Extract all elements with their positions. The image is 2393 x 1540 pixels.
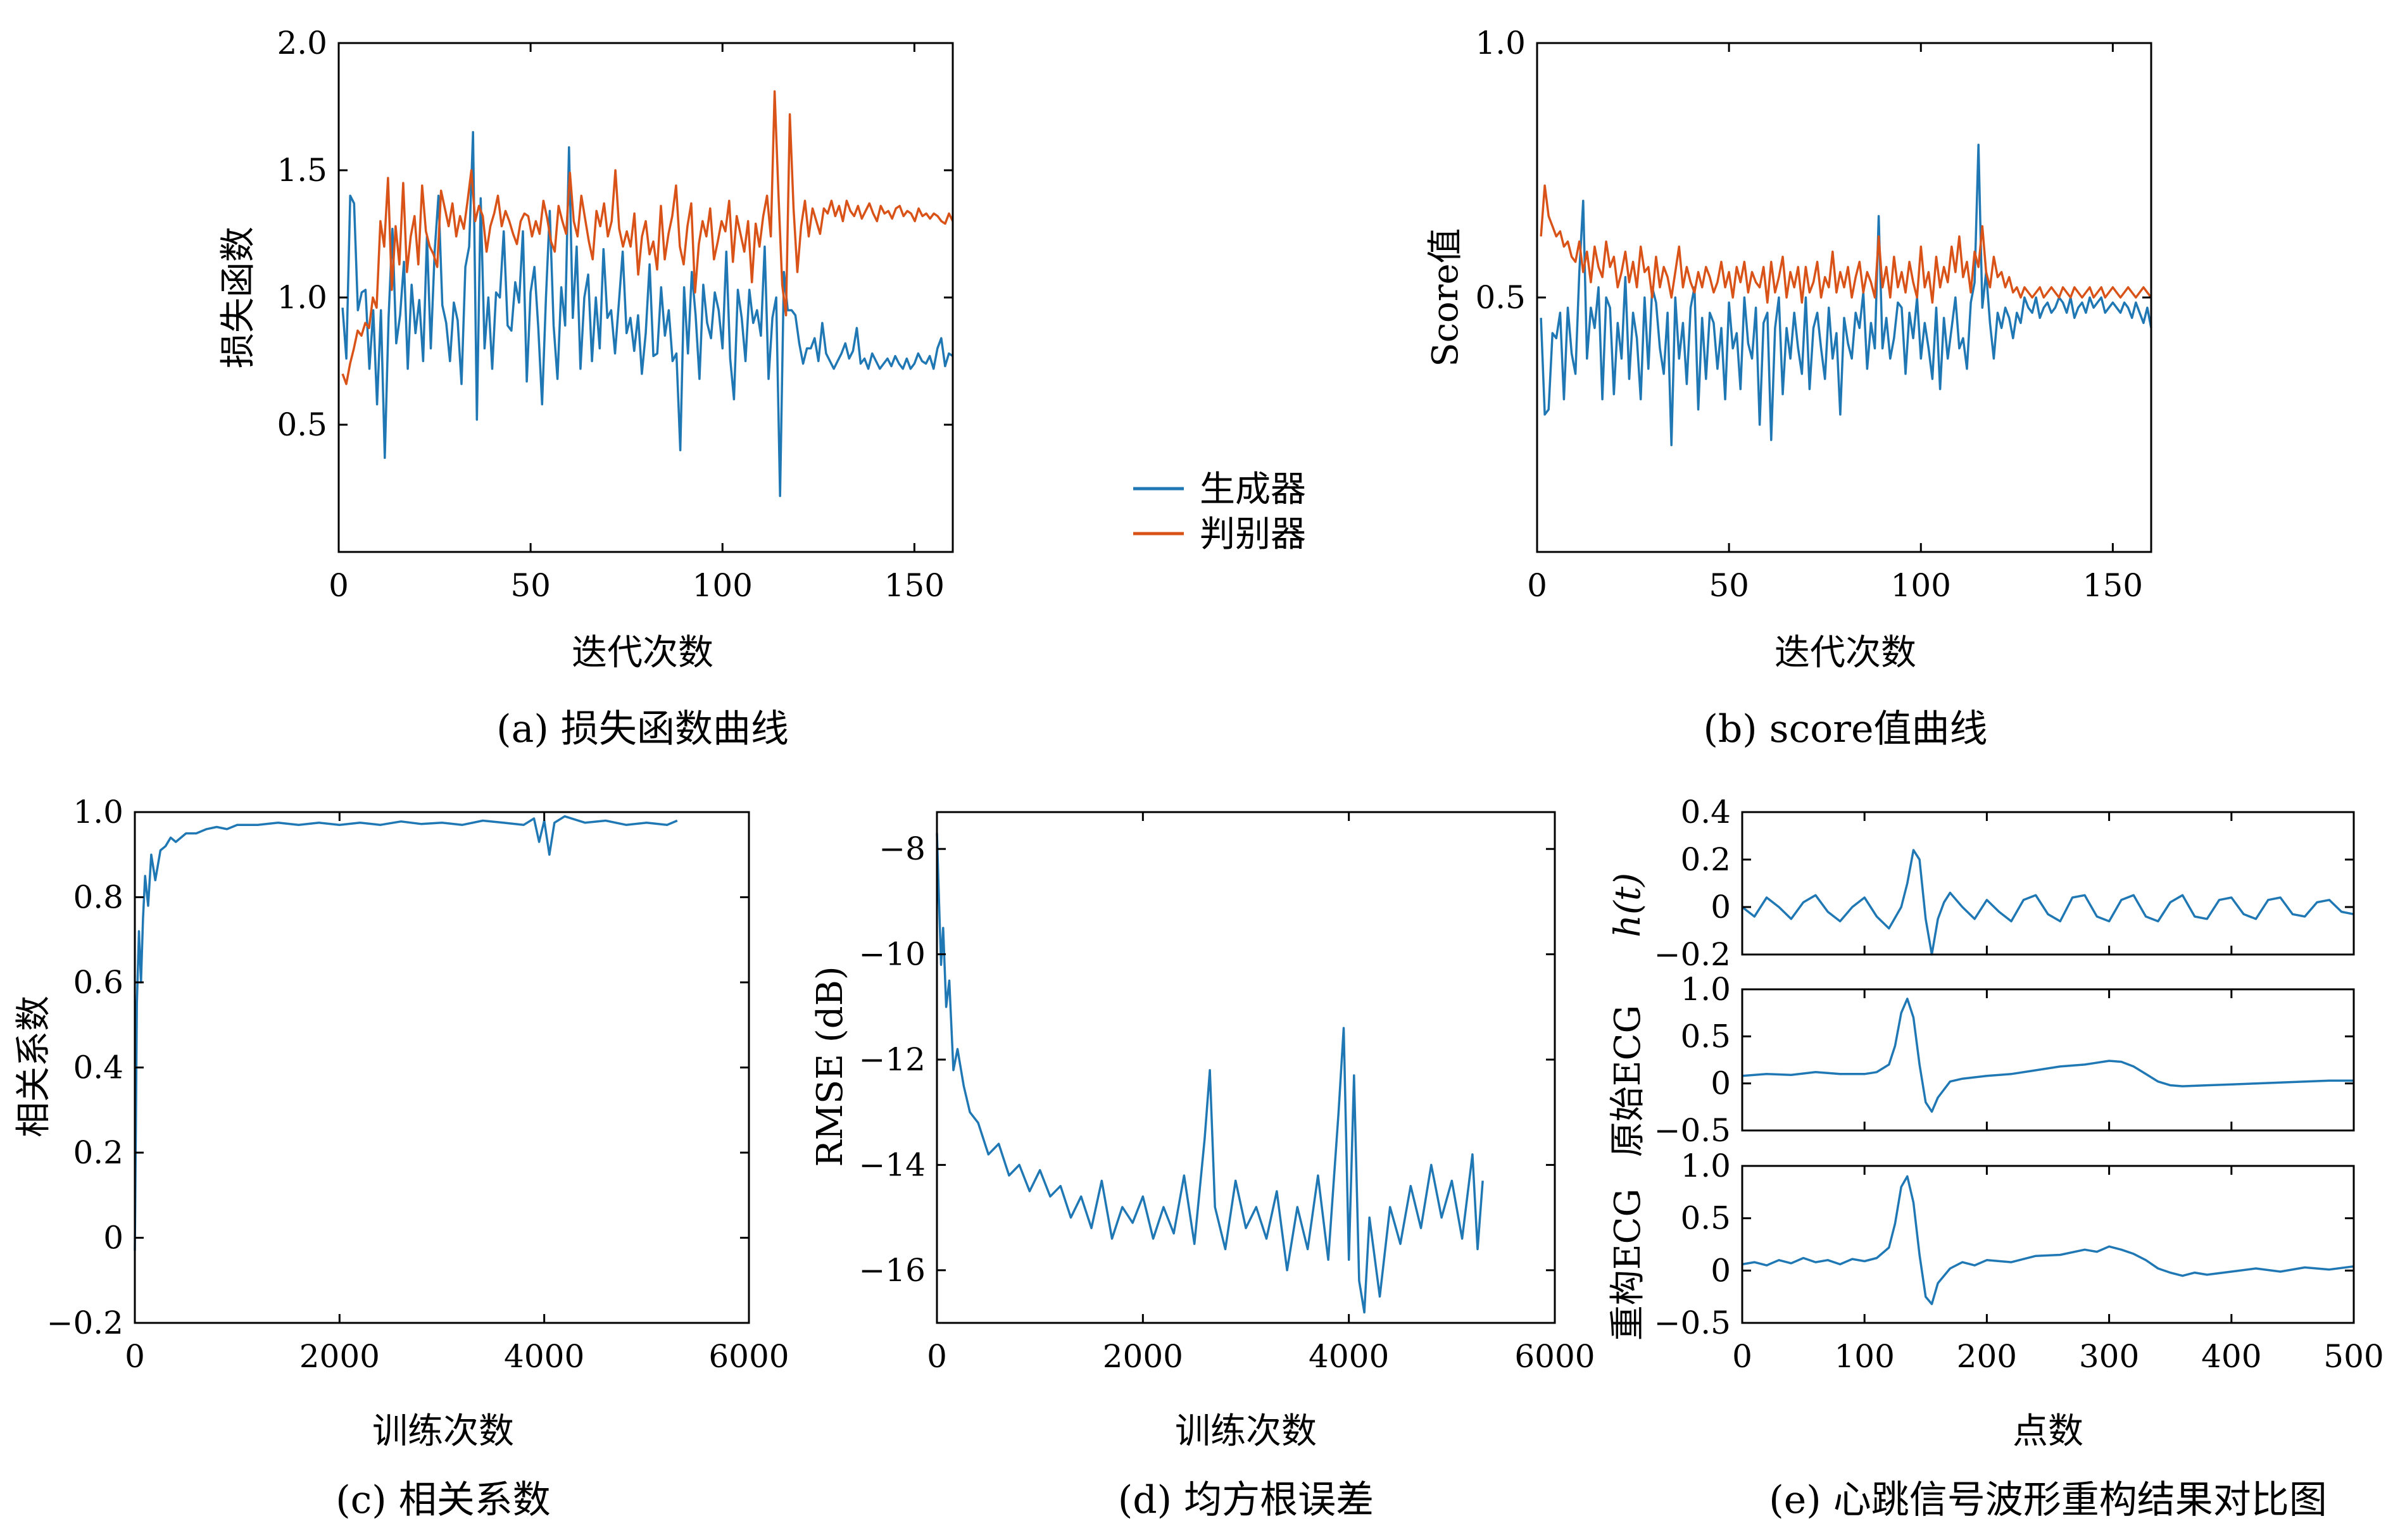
chart-d-xtick-label: 0 bbox=[927, 1338, 947, 1375]
chart-a-series-generator bbox=[341, 130, 953, 498]
chart-e-panel1-ytick-label: 0.4 bbox=[1680, 794, 1731, 830]
chart-c-frame bbox=[134, 811, 750, 1324]
chart-a-ytick-label: 1.5 bbox=[277, 152, 327, 189]
chart-d-ytick-label: −8 bbox=[879, 830, 926, 867]
chart-a-xtick-label: 150 bbox=[884, 567, 945, 604]
chart-d-series-line bbox=[936, 833, 1484, 1314]
chart-a-frame bbox=[337, 42, 954, 553]
chart-c-ytick-label: −0.2 bbox=[47, 1305, 123, 1341]
chart-c-ytick-label: 1.0 bbox=[73, 794, 123, 830]
chart-e-panel3-ylabel: 重构ECG bbox=[1607, 1189, 1649, 1341]
chart-e-panel1-ytick-label: 0.2 bbox=[1680, 841, 1731, 878]
chart-e-panel1-ytick-label: −0.2 bbox=[1654, 936, 1731, 973]
chart-b-xtick-label: 50 bbox=[1709, 567, 1749, 604]
chart-e-panel2-ylabel: 原始ECG bbox=[1607, 1005, 1649, 1157]
chart-e-panel2-frame bbox=[1741, 988, 2355, 1132]
chart-c-xlabel: 训练次数 bbox=[372, 1411, 514, 1452]
chart-e-panel2-ytick-label: 1.0 bbox=[1680, 971, 1731, 1008]
chart-c-xtick-label: 0 bbox=[125, 1338, 145, 1375]
chart-c-ytick-label: 0.4 bbox=[73, 1049, 123, 1086]
axes-frames-layer bbox=[134, 42, 2355, 1324]
chart-e-panel2-ytick-label: −0.5 bbox=[1654, 1112, 1731, 1149]
chart-e-panel2-ytick-label: 0 bbox=[1711, 1065, 1731, 1102]
chart-c-series-line bbox=[134, 815, 678, 1251]
chart-e-panel3-xtick-label: 300 bbox=[2079, 1338, 2139, 1375]
chart-e-panel3-ytick-label: −0.5 bbox=[1654, 1305, 1731, 1341]
legend: 生成器 判别器 bbox=[1133, 469, 1306, 555]
chart-c-ylabel: 相关系数 bbox=[13, 996, 54, 1137]
chart-d-ytick-label: −12 bbox=[858, 1041, 926, 1078]
chart-e-panel3-frame bbox=[1741, 1165, 2355, 1324]
chart-e-panel2-series-line bbox=[1742, 998, 2354, 1113]
chart-e-panel3-xtick-label: 500 bbox=[2323, 1338, 2384, 1375]
chart-e-panel1-series-line bbox=[1741, 849, 2354, 956]
labels-layer: 迭代次数 损失函数 (a) 损失函数曲线 迭代次数 Score值 (b) sco… bbox=[13, 25, 2384, 1522]
chart-e-panel3-series-line bbox=[1742, 1175, 2354, 1305]
chart-a-xtick-label: 0 bbox=[329, 567, 349, 604]
chart-c-ytick-label: 0.6 bbox=[73, 964, 123, 1001]
chart-a-ylabel: 损失函数 bbox=[218, 227, 259, 368]
chart-d-xlabel: 训练次数 bbox=[1175, 1411, 1317, 1452]
chart-e-panel3-ytick-label: 1.0 bbox=[1680, 1148, 1731, 1184]
chart-d-ytick-label: −10 bbox=[858, 936, 926, 973]
chart-b-series-discriminator bbox=[1540, 184, 2152, 304]
chart-d-caption: (d) 均方根误差 bbox=[1118, 1478, 1374, 1522]
chart-a-series-discriminator bbox=[341, 90, 954, 385]
chart-b-series-generator bbox=[1540, 144, 2152, 446]
chart-e-panel3-xtick-label: 200 bbox=[1957, 1338, 2017, 1375]
chart-e-panel1-frame bbox=[1741, 811, 2355, 956]
chart-d-ylabel: RMSE (dB) bbox=[810, 966, 851, 1167]
chart-b-xtick-label: 150 bbox=[2083, 567, 2143, 604]
chart-a-ytick-label: 2.0 bbox=[277, 25, 327, 61]
chart-a-caption: (a) 损失函数曲线 bbox=[496, 707, 789, 751]
chart-a-ytick-label: 0.5 bbox=[277, 406, 327, 443]
chart-e-panel1-ylabel: h(t) bbox=[1607, 873, 1649, 937]
chart-d-ytick-label: −16 bbox=[858, 1252, 926, 1289]
chart-c-caption: (c) 相关系数 bbox=[336, 1478, 551, 1522]
chart-e-panel2-ytick-label: 0.5 bbox=[1680, 1018, 1731, 1055]
chart-c-xtick-label: 2000 bbox=[299, 1338, 380, 1375]
chart-e-panel3-xtick-label: 100 bbox=[1834, 1338, 1894, 1375]
chart-e-panel3-ytick-label: 0.5 bbox=[1680, 1200, 1731, 1237]
chart-c-ytick-label: 0.8 bbox=[73, 879, 123, 916]
chart-e-panel3-xtick-label: 400 bbox=[2201, 1338, 2261, 1375]
chart-e-panel3-ytick-label: 0 bbox=[1711, 1252, 1731, 1289]
legend-label-generator: 生成器 bbox=[1200, 469, 1306, 510]
chart-c-ytick-label: 0.2 bbox=[73, 1134, 123, 1171]
chart-d-xtick-label: 2000 bbox=[1103, 1338, 1183, 1375]
chart-b-xlabel: 迭代次数 bbox=[1774, 632, 1916, 673]
chart-c-xtick-label: 6000 bbox=[708, 1338, 789, 1375]
chart-c-ytick-label: 0 bbox=[103, 1220, 123, 1256]
chart-e-panel1-ytick-label: 0 bbox=[1711, 889, 1731, 925]
chart-e-caption: (e) 心跳信号波形重构结果对比图 bbox=[1769, 1478, 2327, 1522]
chart-c-xtick-label: 4000 bbox=[504, 1338, 584, 1375]
chart-b-ytick-label: 1.0 bbox=[1475, 25, 1526, 61]
chart-a-xlabel: 迭代次数 bbox=[572, 632, 713, 673]
chart-d-frame bbox=[936, 811, 1556, 1324]
chart-a-xtick-label: 50 bbox=[510, 567, 551, 604]
chart-b-xtick-label: 0 bbox=[1527, 567, 1547, 604]
chart-a-xtick-label: 100 bbox=[693, 567, 753, 604]
chart-b-ytick-label: 0.5 bbox=[1475, 279, 1526, 316]
series-lines-layer bbox=[134, 90, 2354, 1314]
chart-d-xtick-label: 4000 bbox=[1309, 1338, 1389, 1375]
chart-e-xlabel: 点数 bbox=[2013, 1411, 2083, 1452]
chart-b-xtick-label: 100 bbox=[1891, 567, 1951, 604]
legend-label-discriminator: 判别器 bbox=[1200, 514, 1306, 555]
chart-d-ytick-label: −14 bbox=[858, 1146, 926, 1183]
chart-a-ytick-label: 1.0 bbox=[277, 279, 327, 316]
chart-b-ylabel: Score值 bbox=[1425, 228, 1466, 366]
chart-b-caption: (b) score值曲线 bbox=[1703, 707, 1987, 751]
chart-e-panel3-xtick-label: 0 bbox=[1732, 1338, 1752, 1375]
chart-d-xtick-label: 6000 bbox=[1514, 1338, 1595, 1375]
